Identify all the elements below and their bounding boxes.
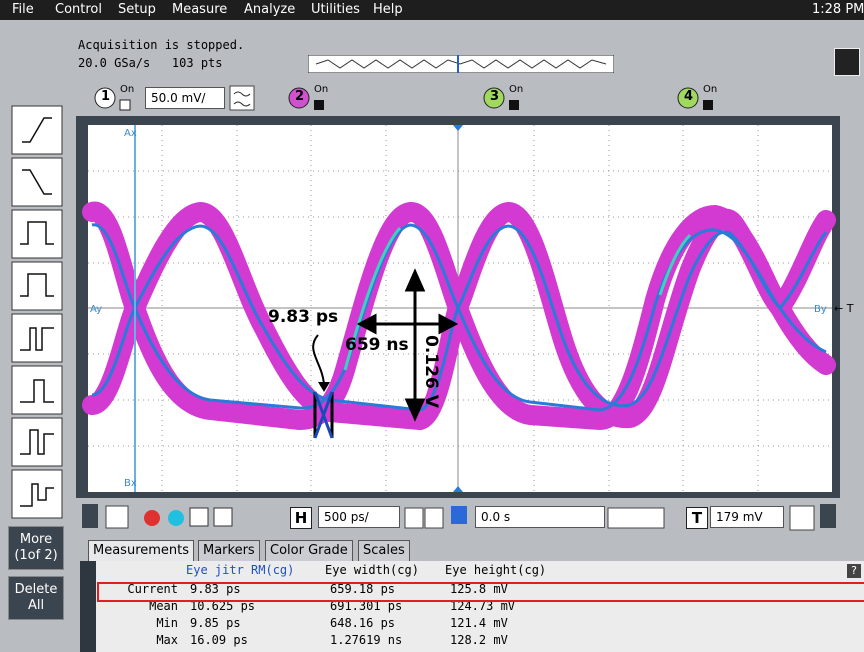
graticule: 9.83 ps 659 ns 0.126 V Ax Bx Ay By ← T — [0, 0, 864, 500]
table-cell: 9.85 ps — [190, 616, 241, 630]
delay-field[interactable]: 0.0 s — [475, 506, 605, 528]
table-cell: 128.2 mV — [450, 633, 508, 647]
tab[interactable]: Color Grade — [265, 540, 353, 561]
trigger-marker: ← T — [834, 302, 854, 315]
cursor-label: By — [814, 304, 827, 315]
tab[interactable]: Markers — [198, 540, 260, 561]
tab[interactable]: Measurements — [88, 540, 194, 561]
highlight-box — [97, 582, 864, 602]
scrollbar[interactable] — [80, 561, 96, 652]
jitter-annotation: 9.83 ps — [268, 307, 338, 327]
table-cell: 16.09 ps — [190, 633, 248, 647]
row-label: Max — [156, 633, 178, 647]
tab[interactable]: Scales — [358, 540, 410, 561]
height-annotation: 0.126 V — [421, 335, 441, 409]
more-button[interactable]: More (1of 2) — [8, 526, 64, 570]
table-cell: 121.4 mV — [450, 616, 508, 630]
cursor-label: Bx — [124, 478, 137, 489]
column-header: Eye jitr RM(cg) — [186, 563, 294, 577]
table-cell: 648.16 ps — [330, 616, 395, 630]
width-annotation: 659 ns — [345, 335, 409, 355]
column-header: Eye height(cg) — [445, 563, 546, 577]
cursor-label: Ax — [124, 128, 137, 139]
trigger-level-field[interactable]: 179 mV — [710, 506, 784, 528]
delete-all-button[interactable]: Delete All — [8, 576, 64, 620]
trigger-label: T — [686, 507, 708, 529]
cursor-label: Ay — [90, 304, 102, 315]
timebase-field[interactable]: 500 ps/ — [318, 506, 400, 528]
column-header: Eye width(cg) — [325, 563, 419, 577]
help-button[interactable]: ? — [847, 564, 861, 578]
horizontal-label: H — [290, 507, 312, 529]
table-cell: 1.27619 ns — [330, 633, 402, 647]
row-label: Min — [156, 616, 178, 630]
scope-app: File Control Setup Measure Analyze Utili… — [0, 0, 864, 652]
